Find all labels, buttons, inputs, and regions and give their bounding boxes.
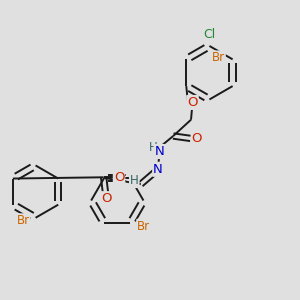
Text: H: H bbox=[148, 141, 158, 154]
Text: Cl: Cl bbox=[203, 28, 216, 40]
Text: Br: Br bbox=[212, 51, 225, 64]
Text: N: N bbox=[155, 145, 164, 158]
Text: O: O bbox=[192, 132, 202, 145]
Text: O: O bbox=[114, 171, 124, 184]
Text: O: O bbox=[101, 192, 112, 205]
Text: H: H bbox=[130, 174, 139, 187]
Text: N: N bbox=[153, 163, 163, 176]
Text: Br: Br bbox=[16, 214, 30, 227]
Text: Br: Br bbox=[137, 220, 150, 233]
Text: O: O bbox=[187, 96, 198, 109]
